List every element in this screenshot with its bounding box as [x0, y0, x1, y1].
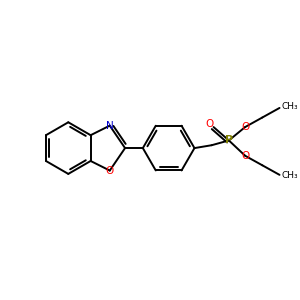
Text: O: O	[241, 151, 249, 161]
Text: CH₃: CH₃	[281, 103, 298, 112]
Text: P: P	[225, 135, 233, 146]
Text: CH₃: CH₃	[281, 171, 298, 180]
Text: O: O	[241, 122, 249, 132]
Text: O: O	[106, 166, 114, 176]
Text: O: O	[206, 119, 214, 129]
Text: N: N	[106, 121, 114, 130]
